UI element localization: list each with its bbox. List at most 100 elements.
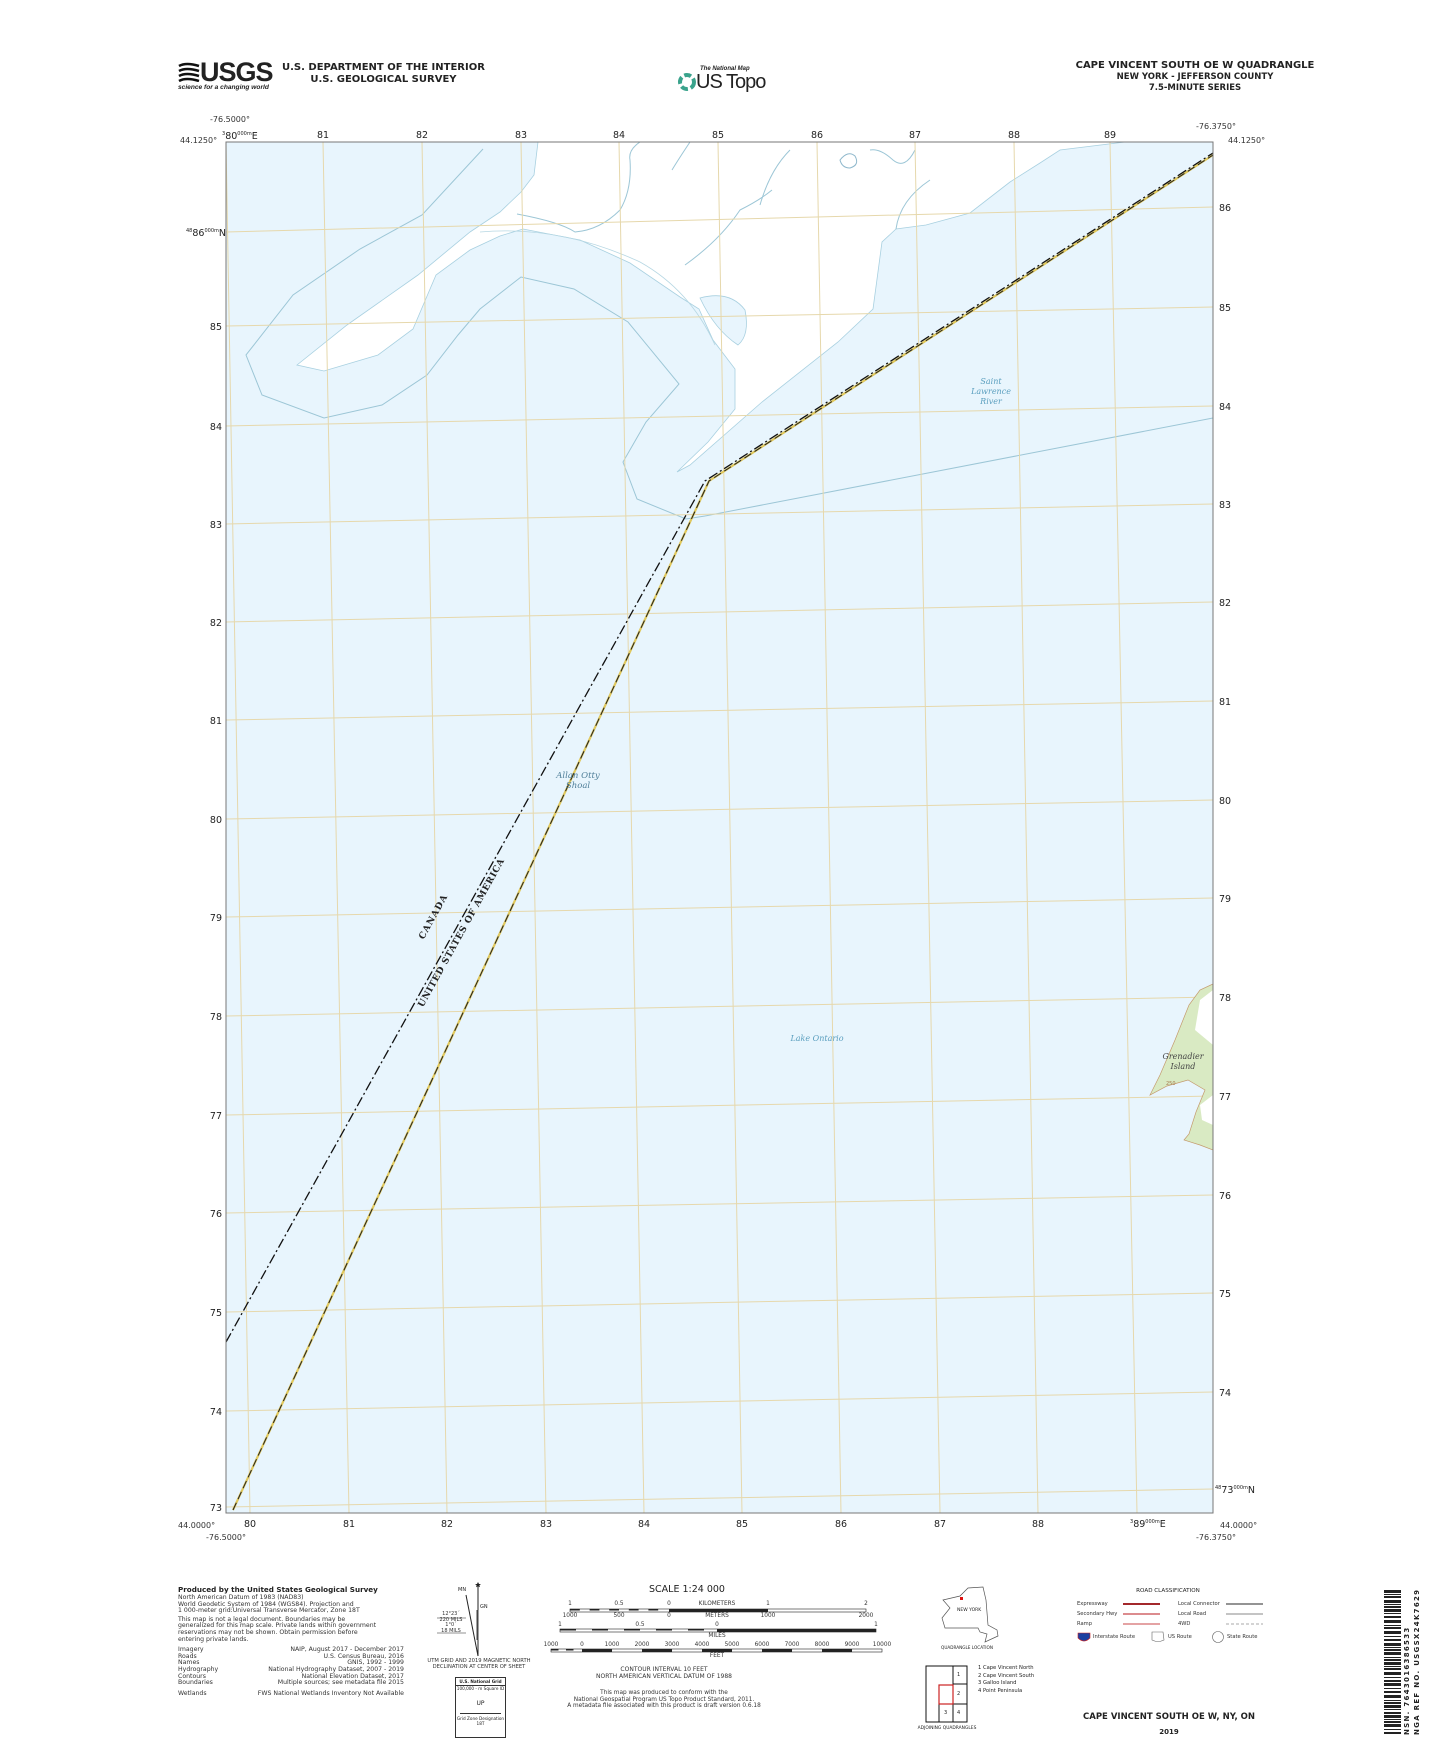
credit-row: Boundaries Multiple sources; see metadata… [178,1680,404,1687]
adjoining-cell-2: 2 [957,1691,961,1697]
usgs-wordmark: USGS [200,57,274,87]
mile-unit-label: MILES [708,1633,726,1639]
feet-tick-label: 4000 [694,1641,710,1648]
northing-gridline [226,1488,1213,1508]
credit-label: Hydrography [178,1665,219,1673]
nw-longitude: -76.5000° [210,115,250,124]
northing-gridline [226,306,1213,327]
km-tick-label: 0.5 [614,1601,624,1607]
adjoining-cell-4: 4 [957,1710,961,1716]
km-unit-label: KILOMETERS [698,1601,736,1607]
adjoining-caption: ADJOINING QUADRANGLES [917,1726,977,1731]
adjoining-quad: 1 Cape Vincent North [978,1665,1034,1671]
feet-tick-label: 3000 [664,1641,680,1648]
left-northing-label: 82 [210,618,222,629]
location-state-label: NEW YORK [957,1608,982,1613]
northing-gridline [226,1194,1213,1214]
top-easting-label: 83 [515,130,527,141]
adjoining-cell-3: 3 [944,1710,948,1716]
stream [759,149,931,230]
credit-label: Contours [178,1672,206,1680]
stream [671,142,773,266]
easting-origin-label: 380000mE [222,131,258,143]
map-neatline [225,141,1214,1514]
ne-longitude: -76.3750° [1196,122,1236,131]
legend-4wd: 4WD [1178,1621,1191,1627]
legend-interstate-route: Interstate Route [1093,1634,1136,1640]
right-northing-label: 84 [1219,402,1231,413]
vertical-datum: NORTH AMERICAN VERTICAL DATUM OF 1988 [596,1673,732,1680]
bottom-easting-label: 83 [540,1519,552,1530]
credit-label: Names [178,1659,200,1667]
right-northing-label: 80 [1219,796,1231,807]
northing-gridline [226,1095,1213,1116]
right-northing-label: 76 [1219,1191,1231,1202]
legend-ramp: Ramp [1077,1621,1093,1627]
km-tick-label: 0 [667,1601,671,1607]
map-water [226,142,1213,1513]
bottom-easting-label: 84 [638,1519,650,1530]
right-northing-label: 81 [1219,697,1231,708]
credit-value: National Hydrography Dataset, 2007 - 201… [268,1665,404,1673]
adjoining-quad: 3 Galloo Island [978,1680,1017,1686]
left-northing-label: 75 [210,1308,222,1319]
meter-tick-label: 2000 [858,1613,874,1619]
produced-by: Produced by the United States Geological… [178,1585,378,1594]
northing-gridline [226,996,1213,1017]
declination-caption: DECLINATION AT CENTER OF SHEET [432,1664,526,1670]
northing-gridline [226,503,1213,525]
adjoining-quad: 2 Cape Vincent South [978,1672,1035,1679]
left-northing-label: 79 [210,913,222,924]
saint-lawrence-river-label: Saint Lawrence River [971,377,1011,406]
meter-unit-label: METERS [705,1613,729,1619]
convergence-mils: 18 MILS [441,1627,461,1634]
recycle-globe-icon [678,73,696,91]
left-northing-label: 78 [210,1012,222,1023]
shoal-contour-inner [479,230,716,346]
credit-label: Boundaries [178,1679,213,1687]
location-caption: QUADRANGLE LOCATION [941,1645,993,1650]
northing-gridline [226,1391,1213,1412]
top-easting-label: 86 [811,130,823,141]
left-northing-label: 74 [210,1407,222,1418]
northing-gridline [226,601,1213,623]
northing-gridline [226,405,1213,427]
right-northing-label: 86 [1219,203,1231,214]
bottom-easting-label: 80 [244,1519,256,1530]
easting-gridline [717,142,743,1513]
left-northing-label: 85 [210,322,222,333]
left-northing-label: 84 [210,422,222,433]
feet-tick-label: 1000 [604,1641,620,1648]
meter-tick-label: 1000 [760,1613,776,1619]
legend-secondary-hwy: Secondary Hwy [1077,1611,1118,1617]
bottom-easting-label: 81 [343,1519,355,1530]
shoal-line [704,417,1213,517]
km-tick-label: 2 [864,1601,868,1607]
national-map-label: The National Map [700,66,750,72]
feet-tick-label: 0 [580,1641,584,1648]
credit-row: Roads U.S. Census Bureau, 2016 [178,1653,404,1661]
credit-row: Names GNIS, 1992 - 1999 [178,1660,404,1667]
ne-latitude: 44.1250° [1228,136,1266,145]
us-topo-logo: The National Map US Topo [678,66,766,92]
bottom-easting-label: 85 [736,1519,748,1530]
easting-gridline [1109,142,1138,1513]
feet-tick-label: 9000 [844,1641,860,1648]
bottom-easting-label: 86 [835,1519,847,1530]
easting-gridline [322,142,350,1513]
feet-tick-label: 2000 [634,1641,650,1648]
left-northing-label: 83 [210,520,222,531]
agency-department: U.S. DEPARTMENT OF THE INTERIOR [282,62,485,73]
shoal-contour [245,148,706,520]
northing-gridline [226,799,1213,820]
conform-text: National Geospatial Program US Topo Prod… [573,1696,755,1703]
easting-gridline [914,142,941,1513]
agency-survey: U.S. GEOLOGICAL SURVEY [310,74,457,85]
road-classification-title: ROAD CLASSIFICATION [1136,1588,1200,1594]
northing-gridline [226,1292,1213,1313]
bottom-easting-label: 88 [1032,1519,1044,1530]
mile-tick-label: 0 [715,1621,719,1628]
usng-square-id: UP [476,1700,485,1707]
usng-subtitle: 100,000 - m Square ID [456,1686,505,1691]
